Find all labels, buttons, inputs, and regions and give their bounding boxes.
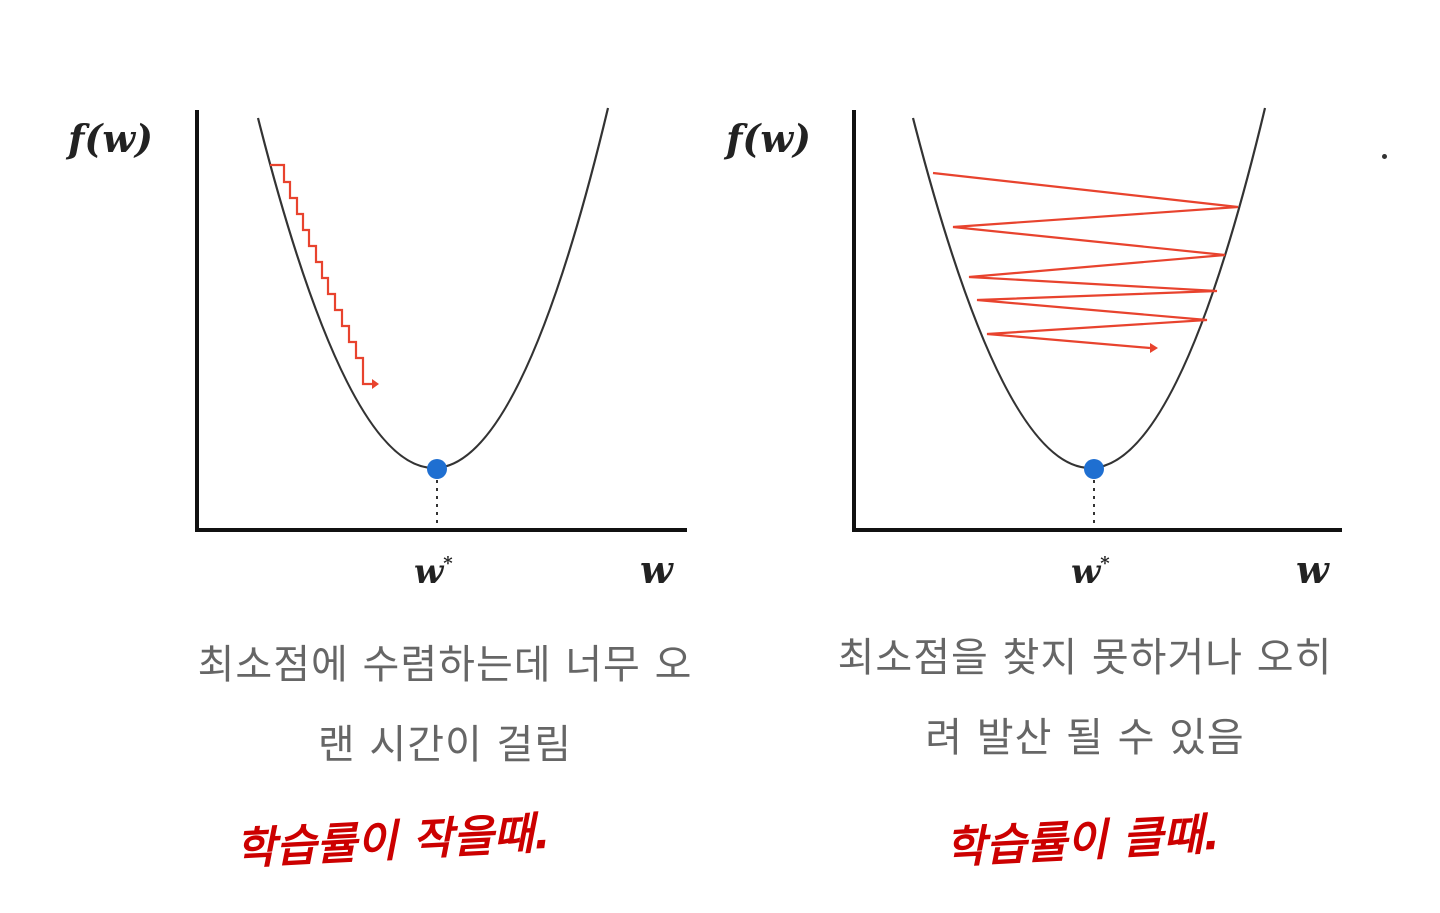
loss-curve: [911, 107, 1267, 470]
y-axis-label: f(w): [65, 116, 153, 161]
y-axis-label: f(w): [723, 116, 811, 161]
minimum-point: [1084, 459, 1104, 479]
x-axis-label: w: [640, 547, 674, 592]
panel-small-learning-rate: f(w) w w* 최소점에 수렴하는데 너무 오 랜 시간이 걸림 학습률이 …: [65, 107, 691, 875]
caption-line-1: 최소점에 수렴하는데 너무 오: [197, 642, 693, 688]
x-axis-label: w: [1296, 547, 1330, 592]
stray-dot: [1382, 154, 1387, 159]
caption-large-learning-rate: 최소점을 찾지 못하거나 오히 려 발산 될 수 있음: [790, 618, 1380, 778]
gradient-descent-steps: [270, 163, 372, 386]
caption-line-2: 랜 시간이 걸림: [317, 722, 573, 768]
caption-line-1: 최소점을 찾지 못하거나 오히: [837, 635, 1333, 681]
step-arrowhead: [372, 379, 379, 389]
caption-small-learning-rate: 최소점에 수렴하는데 너무 오 랜 시간이 걸림: [140, 625, 750, 785]
caption-line-2: 려 발산 될 수 있음: [925, 715, 1245, 761]
diagram-small-learning-rate: f(w) w w*: [65, 107, 687, 592]
panel-large-learning-rate: f(w) w w* 최소점을 찾지 못하거나 오히 려 발산 될 수 있음 학습…: [720, 0, 1440, 913]
diagram-large-learning-rate: f(w) w w*: [723, 107, 1342, 592]
minimum-label: w*: [414, 552, 453, 592]
minimum-point: [427, 459, 447, 479]
step-arrowhead: [1150, 343, 1158, 353]
loss-curve: [256, 107, 610, 470]
gradient-descent-steps: [932, 171, 1239, 350]
minimum-label: w*: [1071, 552, 1110, 592]
